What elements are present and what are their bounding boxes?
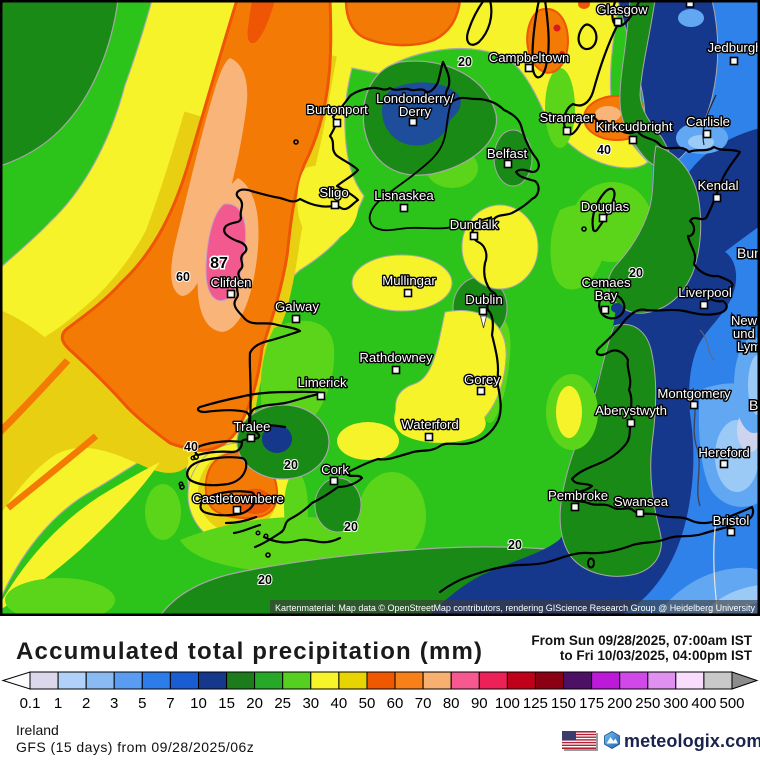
svg-text:10: 10 — [190, 695, 207, 712]
svg-text:Dundalk: Dundalk — [450, 217, 499, 232]
svg-text:20: 20 — [508, 538, 522, 552]
svg-text:5: 5 — [138, 695, 146, 712]
svg-text:40: 40 — [184, 440, 198, 454]
svg-text:Castletownbere: Castletownbere — [192, 491, 284, 506]
svg-text:20: 20 — [258, 573, 272, 587]
svg-text:Rathdowney: Rathdowney — [359, 350, 433, 365]
svg-text:und: und — [733, 326, 755, 341]
svg-text:Glasgow: Glasgow — [596, 2, 648, 17]
svg-text:Galway: Galway — [275, 299, 319, 314]
svg-text:20: 20 — [344, 520, 358, 534]
svg-text:Aberystwyth: Aberystwyth — [595, 403, 667, 418]
svg-text:Campbeltown: Campbeltown — [489, 50, 570, 65]
svg-text:Derry: Derry — [399, 104, 432, 119]
svg-text:Belfast: Belfast — [487, 146, 528, 161]
svg-text:Cemaes: Cemaes — [581, 275, 631, 290]
svg-text:Carlisle: Carlisle — [686, 114, 730, 129]
svg-text:500: 500 — [719, 695, 744, 712]
svg-text:3: 3 — [110, 695, 118, 712]
svg-text:Clifden: Clifden — [210, 275, 251, 290]
svg-text:60: 60 — [387, 695, 404, 712]
svg-text:Bir: Bir — [749, 397, 760, 413]
svg-text:Dublin: Dublin — [465, 292, 502, 307]
svg-text:Stranraer: Stranraer — [540, 110, 596, 125]
svg-text:20: 20 — [258, 573, 272, 587]
svg-text:175: 175 — [579, 695, 604, 712]
svg-text:400: 400 — [691, 695, 716, 712]
svg-text:87: 87 — [210, 255, 228, 272]
svg-text:2: 2 — [82, 695, 90, 712]
svg-text:Pembroke: Pembroke — [548, 488, 608, 503]
svg-text:80: 80 — [443, 695, 460, 712]
svg-text:Waterford: Waterford — [401, 417, 458, 432]
svg-text:Douglas: Douglas — [581, 199, 630, 214]
svg-text:20: 20 — [344, 520, 358, 534]
svg-text:20: 20 — [246, 695, 263, 712]
svg-text:Mullingar: Mullingar — [382, 273, 436, 288]
svg-text:Newca: Newca — [731, 313, 760, 328]
svg-text:100: 100 — [495, 695, 520, 712]
svg-text:20: 20 — [629, 266, 643, 280]
svg-text:Burn: Burn — [737, 245, 760, 261]
svg-text:Kirkcudbright: Kirkcudbright — [596, 119, 673, 134]
svg-text:20: 20 — [458, 55, 472, 69]
svg-text:250: 250 — [635, 695, 660, 712]
svg-text:Londonderry/: Londonderry/ — [376, 91, 454, 106]
svg-text:60: 60 — [176, 270, 190, 284]
svg-text:Liverpool: Liverpool — [678, 285, 732, 300]
svg-text:50: 50 — [359, 695, 376, 712]
svg-text:125: 125 — [523, 695, 548, 712]
svg-text:20: 20 — [629, 266, 643, 280]
svg-text:40: 40 — [597, 143, 611, 157]
svg-text:Lisnaskea: Lisnaskea — [374, 188, 434, 203]
svg-text:1: 1 — [54, 695, 62, 712]
svg-text:Gorey: Gorey — [464, 372, 500, 387]
svg-text:150: 150 — [551, 695, 576, 712]
svg-text:Swansea: Swansea — [614, 494, 669, 509]
svg-text:Montgomery: Montgomery — [657, 386, 731, 401]
svg-text:Tralee: Tralee — [234, 419, 271, 434]
svg-text:Jedburgh: Jedburgh — [708, 40, 760, 55]
svg-text:87: 87 — [210, 255, 228, 272]
svg-text:60: 60 — [176, 270, 190, 284]
svg-text:25: 25 — [274, 695, 291, 712]
svg-text:Hereford: Hereford — [698, 445, 749, 460]
svg-text:20: 20 — [284, 458, 298, 472]
svg-text:Kendal: Kendal — [697, 178, 738, 193]
svg-text:20: 20 — [458, 55, 472, 69]
svg-text:Limerick: Limerick — [297, 375, 346, 390]
svg-text:20: 20 — [284, 458, 298, 472]
svg-text:Lym: Lym — [737, 339, 760, 354]
svg-text:300: 300 — [663, 695, 688, 712]
svg-text:Kartenmaterial: Map data © Ope: Kartenmaterial: Map data © OpenStreetMap… — [275, 603, 756, 613]
svg-text:40: 40 — [597, 143, 611, 157]
svg-text:7: 7 — [166, 695, 174, 712]
svg-text:30: 30 — [302, 695, 319, 712]
svg-text:Sligo: Sligo — [319, 185, 348, 200]
svg-text:20: 20 — [508, 538, 522, 552]
svg-text:Burtonport: Burtonport — [306, 102, 368, 117]
svg-text:Bay: Bay — [595, 288, 618, 303]
svg-text:40: 40 — [331, 695, 348, 712]
svg-text:15: 15 — [218, 695, 235, 712]
svg-text:Bristol: Bristol — [713, 513, 750, 528]
svg-text:90: 90 — [471, 695, 488, 712]
svg-text:Cork: Cork — [321, 462, 349, 477]
svg-text:40: 40 — [184, 440, 198, 454]
svg-text:0.1: 0.1 — [20, 695, 41, 712]
svg-text:70: 70 — [415, 695, 432, 712]
svg-text:200: 200 — [607, 695, 632, 712]
